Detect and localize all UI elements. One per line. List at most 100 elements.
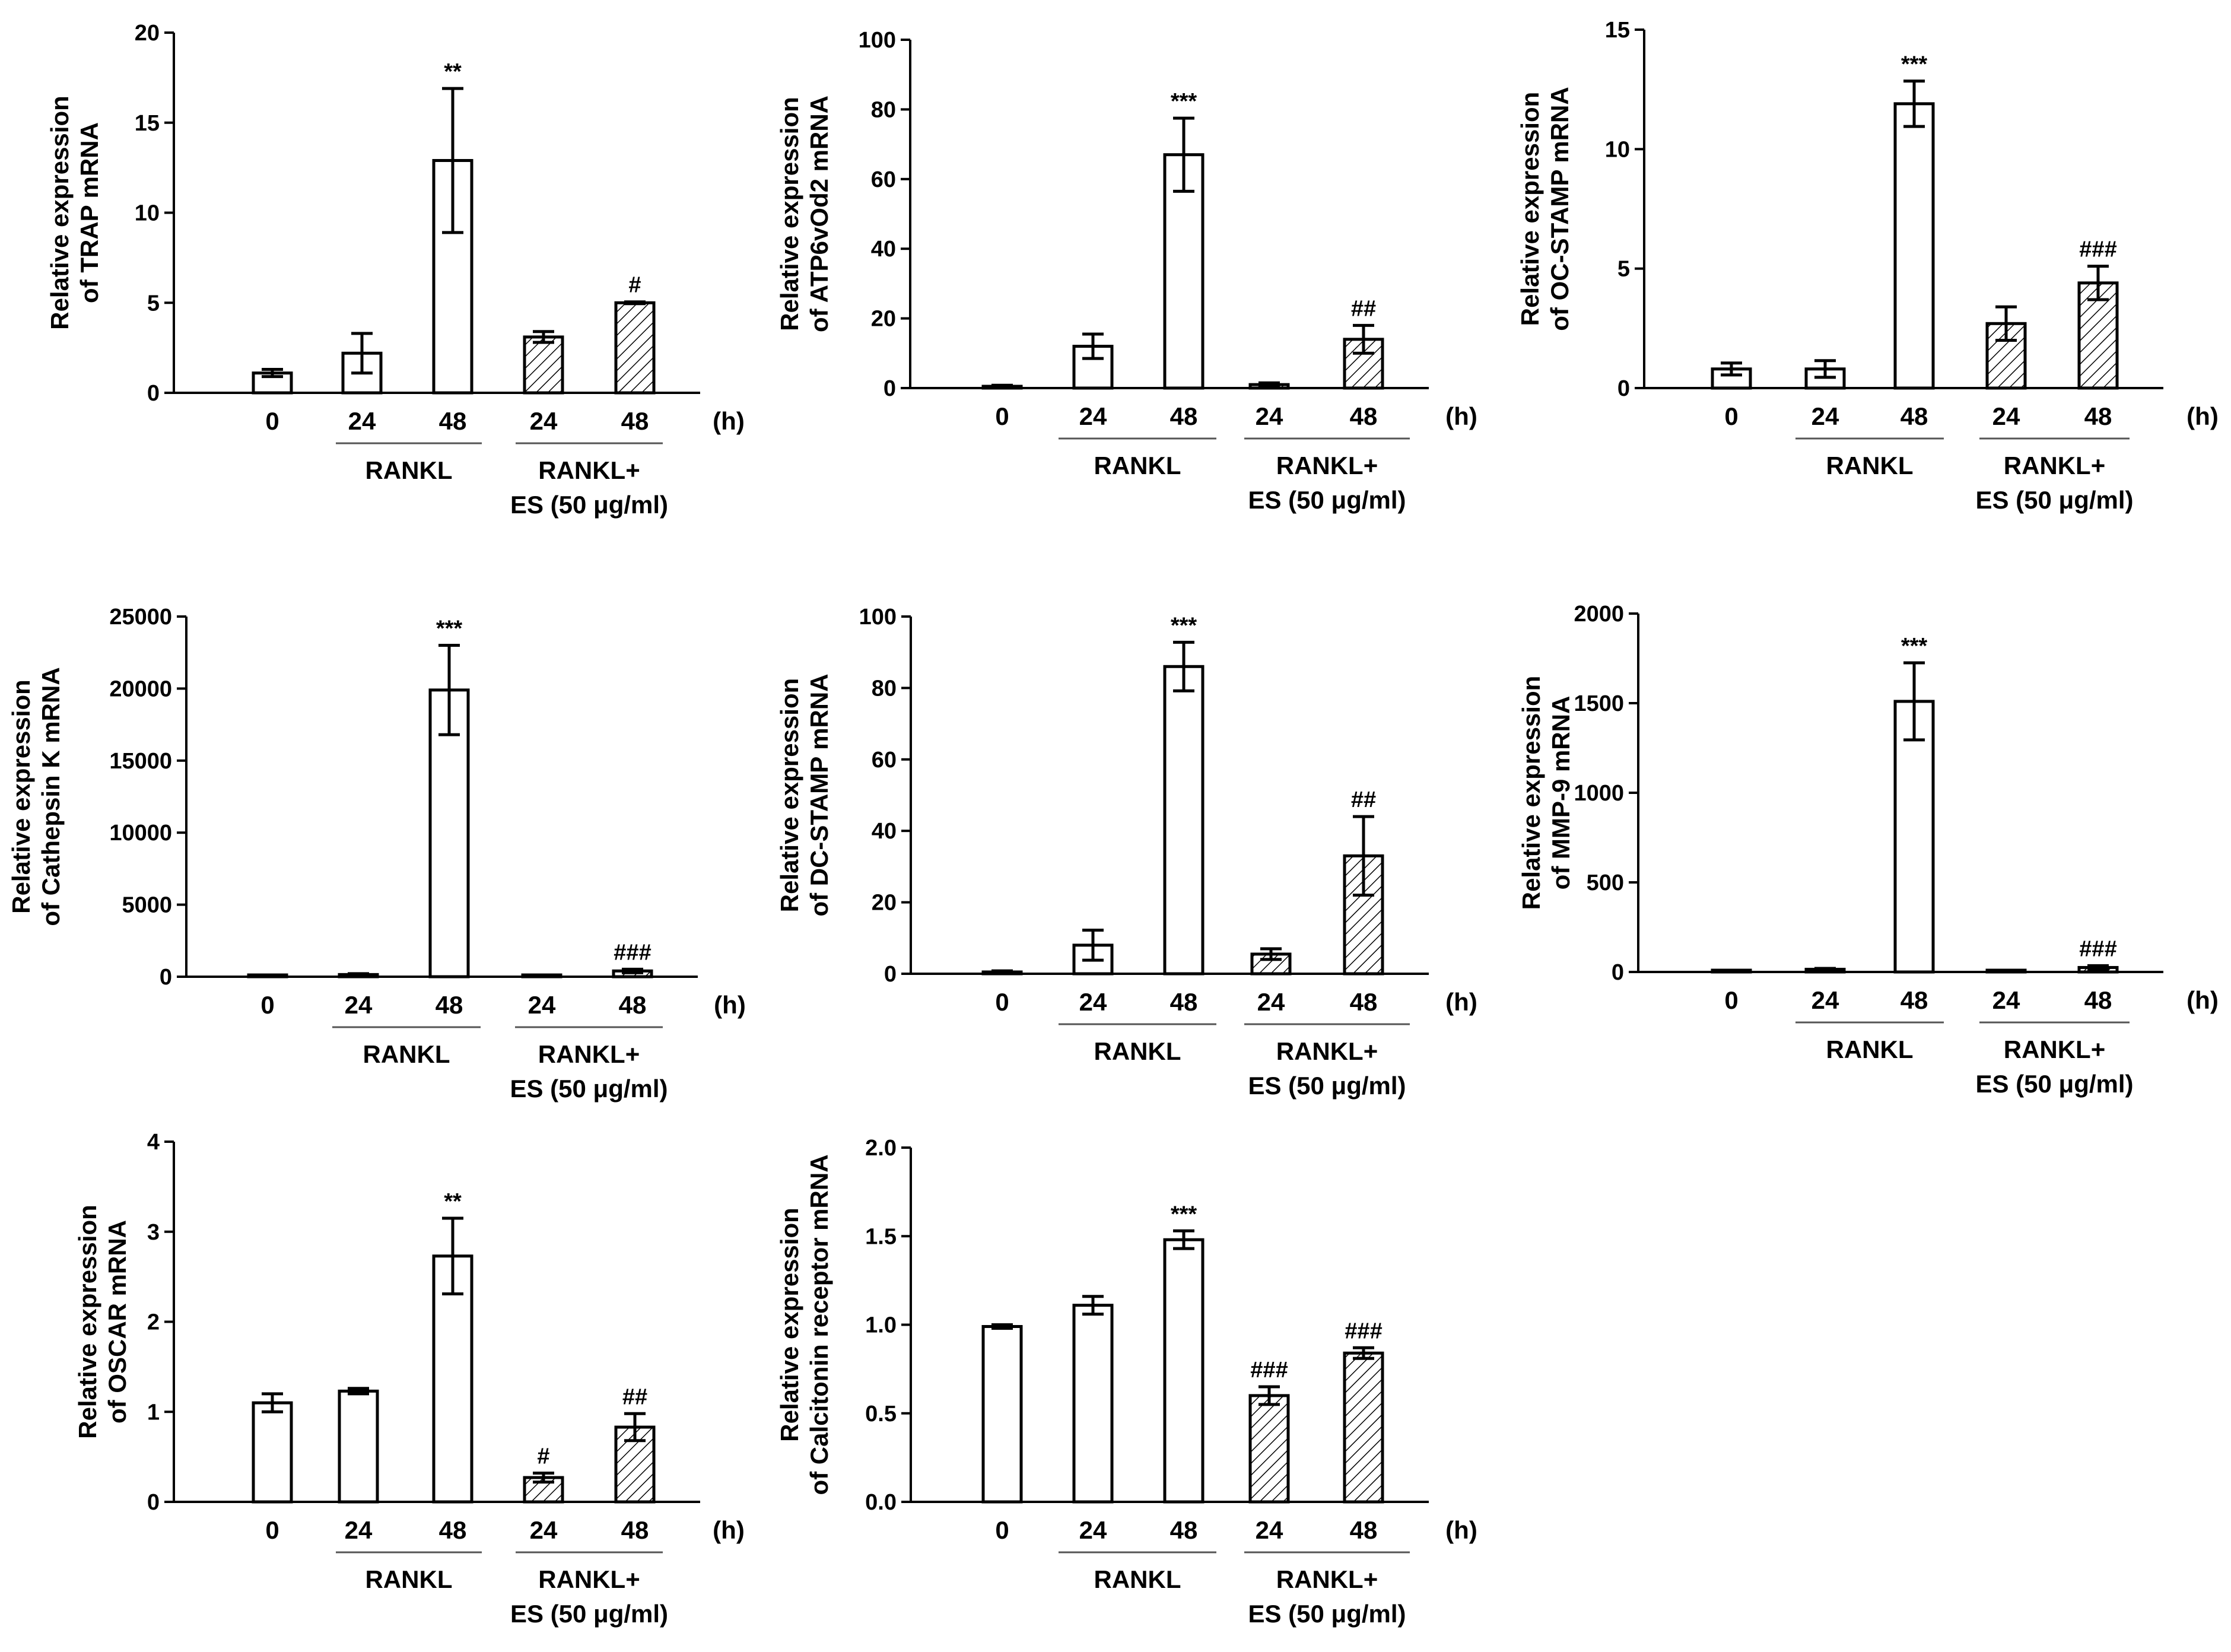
significance-label: ### (1250, 1358, 1288, 1383)
significance-label: *** (1901, 634, 1928, 659)
group-label-rankl-es-line1: RANKL+ (1276, 1037, 1378, 1065)
y-tick-label: 0 (160, 965, 172, 990)
bar (432, 1254, 473, 1504)
y-tick-label: 100 (859, 28, 896, 53)
chart-panel-7: 0 1 2 3 4 Relative expression of OSCAR mRNA 0 24… (74, 1130, 745, 1628)
y-tick-label: 1500 (1574, 691, 1624, 716)
x-category-label: 48 (1901, 986, 1928, 1014)
bar (1072, 1304, 1114, 1504)
x-category-label: 24 (1812, 986, 1839, 1014)
x-category-label: 48 (1350, 988, 1378, 1016)
group-label-rankl-es-line2: ES (50 μg/ml) (1248, 486, 1406, 514)
x-category-label: 24 (1079, 402, 1107, 430)
significance-label: ### (1345, 1319, 1382, 1343)
group-label-rankl-es-line1: RANKL+ (2004, 452, 2106, 479)
chart-panel-4: 0 5000 10000 15000 20000 25000 Relative expres… (7, 605, 746, 1103)
x-category-label: 48 (1170, 988, 1198, 1016)
significance-label: # (537, 1444, 549, 1469)
x-unit-label: (h) (1445, 988, 1477, 1016)
y-axis-label-line2: of TRAP mRNA (75, 122, 103, 303)
y-tick-label: 0.0 (865, 1490, 897, 1515)
y-axis-label-line2: of OC-STAMP mRNA (1546, 87, 1574, 331)
group-label-rankl-es-line1: RANKL+ (538, 456, 640, 484)
group-label-rankl-es-line2: ES (50 μg/ml) (1248, 1072, 1406, 1100)
y-axis-label-line2: of MMP-9 mRNA (1547, 696, 1575, 890)
y-tick-label: 2000 (1574, 602, 1624, 627)
group-label-rankl: RANKL (1826, 452, 1914, 479)
x-category-label: 0 (1724, 402, 1738, 430)
group-label-rankl-es-line2: ES (50 μg/ml) (1975, 1070, 2133, 1098)
significance-label: *** (436, 617, 463, 641)
significance-label: *** (1901, 52, 1928, 77)
x-category-label: 24 (530, 407, 558, 435)
bar (252, 1401, 293, 1504)
x-unit-label: (h) (2186, 402, 2219, 430)
y-tick-label: 40 (872, 819, 897, 844)
bar (428, 688, 470, 979)
bar (1163, 665, 1205, 976)
chart-panel-5: 0 20 40 60 80 100 Relative expression of DC-STA… (776, 605, 1477, 1100)
y-tick-label: 40 (871, 237, 896, 262)
y-tick-label: 1000 (1574, 781, 1624, 806)
significance-label: *** (1171, 613, 1197, 638)
y-tick-label: 0.5 (865, 1402, 897, 1427)
x-category-label: 24 (1257, 988, 1285, 1016)
significance-label: *** (1171, 1202, 1197, 1227)
x-category-label: 48 (1901, 402, 1928, 430)
group-label-rankl: RANKL (1094, 1565, 1181, 1593)
group-label-rankl-es-line2: ES (50 μg/ml) (510, 491, 668, 519)
y-tick-label: 1.0 (865, 1313, 897, 1338)
significance-label: ## (1351, 296, 1376, 321)
significance-label: ** (444, 1189, 462, 1214)
y-tick-label: 20 (872, 891, 897, 916)
x-category-label: 48 (1350, 402, 1378, 430)
significance-label: ## (1351, 787, 1376, 812)
x-unit-label: (h) (713, 407, 745, 435)
y-tick-label: 15000 (109, 749, 172, 774)
x-category-label: 24 (528, 991, 556, 1019)
x-category-label: 48 (621, 407, 649, 435)
y-tick-label: 5 (1617, 257, 1630, 282)
y-axis-label-line1: Relative expression (776, 1208, 803, 1442)
group-label-rankl: RANKL (1094, 1037, 1181, 1065)
y-axis-label-line2: of DC-STAMP mRNA (805, 673, 833, 916)
y-tick-label: 0 (147, 381, 160, 406)
x-category-label: 48 (439, 1516, 467, 1544)
group-label-rankl-es-line1: RANKL+ (2004, 1035, 2106, 1063)
y-tick-label: 80 (872, 676, 897, 701)
significance-label: ### (614, 940, 651, 965)
y-tick-label: 1.5 (865, 1224, 897, 1249)
y-tick-label: 5000 (122, 893, 172, 918)
y-tick-label: 4 (147, 1130, 160, 1155)
y-tick-label: 0 (883, 376, 896, 401)
x-category-label: 48 (1170, 1516, 1198, 1544)
bar (1343, 1351, 1384, 1504)
x-category-label: 24 (1992, 986, 2020, 1014)
x-category-label: 24 (345, 1516, 373, 1544)
y-tick-label: 25000 (109, 605, 172, 630)
group-label-rankl-es-line2: ES (50 μg/ml) (510, 1075, 668, 1103)
x-category-label: 0 (260, 991, 274, 1019)
y-tick-label: 500 (1587, 871, 1624, 895)
y-tick-label: 10 (1605, 137, 1630, 162)
chart-panel-1: 0 5 10 15 20 Relative expression of TRAP mRNA 0… (46, 21, 745, 519)
significance-label: ## (622, 1384, 647, 1409)
x-category-label: 0 (995, 402, 1009, 430)
y-axis-label-line2: of Cathepsin K mRNA (37, 667, 65, 926)
y-tick-label: 2 (147, 1310, 160, 1335)
x-category-label: 24 (1992, 402, 2020, 430)
group-label-rankl-es-line2: ES (50 μg/ml) (510, 1600, 668, 1628)
y-tick-label: 80 (871, 97, 896, 122)
y-axis-label-line1: Relative expression (74, 1205, 101, 1439)
y-tick-label: 15 (1605, 18, 1630, 43)
chart-panel-8: 0.0 0.5 1.0 1.5 2.0 Relative expression of Cal… (776, 1136, 1477, 1628)
x-unit-label: (h) (713, 1516, 745, 1544)
x-category-label: 48 (2084, 986, 2112, 1014)
group-label-rankl-es-line2: ES (50 μg/ml) (1248, 1600, 1406, 1628)
group-label-rankl-es-line1: RANKL+ (1276, 1565, 1378, 1593)
bar (1248, 1394, 1290, 1504)
bar (523, 335, 564, 395)
y-axis-label-line1: Relative expression (776, 97, 803, 331)
y-tick-label: 20 (871, 307, 896, 332)
